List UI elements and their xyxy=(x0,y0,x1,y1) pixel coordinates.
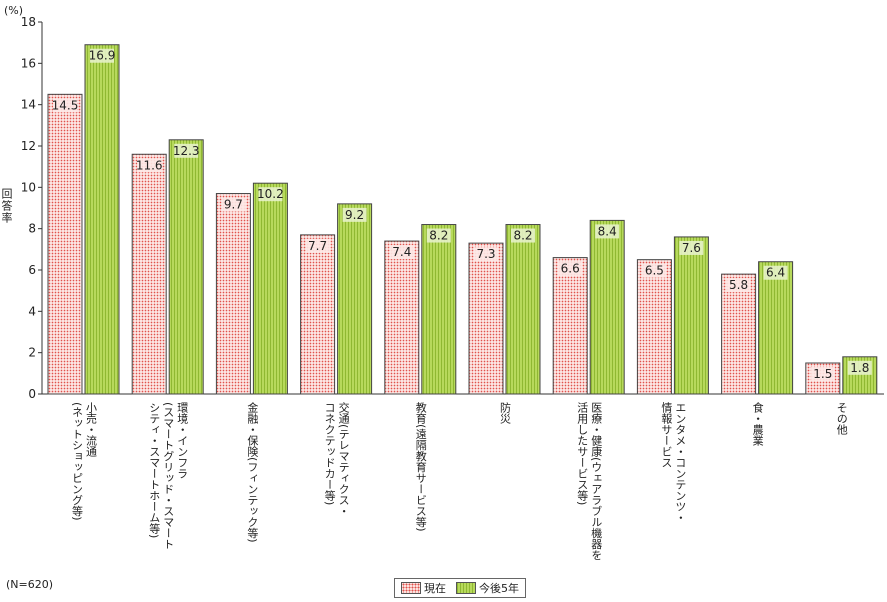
value-label-bg xyxy=(389,245,414,260)
value-label: 10.2 xyxy=(257,187,284,201)
value-label-bg xyxy=(763,265,788,280)
bars xyxy=(47,44,878,395)
legend-label-future: 今後5年 xyxy=(479,582,519,595)
legend-item-now: 現在 xyxy=(401,580,446,596)
y-tick-label: 4 xyxy=(28,304,36,318)
value-label-bg xyxy=(342,207,367,222)
bar-now xyxy=(131,153,167,395)
bar-now xyxy=(384,240,420,395)
bar-future xyxy=(337,203,373,395)
category-label: その他 xyxy=(835,402,849,435)
value-label: 8.4 xyxy=(598,224,617,238)
y-tick-label: 6 xyxy=(28,263,36,277)
value-label-bg xyxy=(726,278,751,293)
bar-future xyxy=(252,182,288,395)
value-label: 1.5 xyxy=(813,367,832,381)
bar-future xyxy=(758,261,794,395)
value-label: 6.6 xyxy=(561,262,580,276)
sample-size-note: (N=620) xyxy=(6,578,54,591)
legend-item-future: 今後5年 xyxy=(456,580,519,596)
y-tick-label: 8 xyxy=(28,222,36,236)
value-label: 8.2 xyxy=(429,229,448,243)
y-tick-label: 14 xyxy=(21,98,36,112)
value-label-bg xyxy=(137,158,162,173)
value-label-bg xyxy=(511,228,535,243)
value-label-bg xyxy=(174,143,199,158)
bar-now xyxy=(300,234,336,395)
category-label: 金融・保険(フィンテック等) xyxy=(245,402,259,543)
category-label: 教育(遠隔教育サービス等) xyxy=(414,402,428,532)
value-label-bg xyxy=(305,238,330,253)
bar-now xyxy=(552,257,588,395)
value-label: 11.6 xyxy=(136,158,163,172)
value-label: 5.8 xyxy=(729,278,748,292)
value-label-bg xyxy=(53,98,77,113)
y-tick-label: 0 xyxy=(28,387,36,401)
bar-future xyxy=(421,224,457,395)
bar-now xyxy=(636,259,672,395)
value-label: 7.3 xyxy=(476,247,495,261)
value-label-bg xyxy=(558,261,583,276)
value-label: 7.4 xyxy=(392,245,411,259)
category-label: 環境・インフラ (スマートグリッド・スマート シティ・スマートホーム等) xyxy=(147,402,189,550)
y-tick-label: 16 xyxy=(21,56,36,70)
legend-swatch-future xyxy=(456,582,476,594)
bar-future xyxy=(84,44,120,395)
value-label: 12.3 xyxy=(173,144,200,158)
bar-future xyxy=(168,139,204,395)
value-label-bg xyxy=(426,228,451,243)
value-label: 14.5 xyxy=(52,98,79,112)
category-label: 医療・健康(ウェアラブル機器を 活用したサービス等) xyxy=(575,402,603,561)
legend: 現在 今後5年 xyxy=(394,578,526,598)
legend-label-now: 現在 xyxy=(424,582,446,595)
bar-now xyxy=(721,273,757,395)
bar-future xyxy=(589,219,625,395)
bar-now xyxy=(47,93,83,395)
value-labels: 14.5 16.9 11.6 12.3 9.7 10.2 7.7 9.2 7.4 8.2 7.3 8.… xyxy=(52,48,872,381)
y-tick-label: 12 xyxy=(21,139,36,153)
y-tick-label: 2 xyxy=(28,346,36,360)
value-label-bg xyxy=(679,240,704,255)
value-label: 7.6 xyxy=(682,241,701,255)
value-label: 9.2 xyxy=(345,208,364,222)
y-tick-label: 10 xyxy=(21,180,36,194)
value-label-bg xyxy=(642,263,667,278)
value-label-bg xyxy=(595,224,620,239)
y-axis-label: 回答率 xyxy=(0,188,13,224)
category-label: 防災 xyxy=(498,402,512,424)
category-label: エンタメ・コンテンツ・ 情報サービス xyxy=(659,402,687,523)
value-label: 9.7 xyxy=(224,198,243,212)
category-label: 食・農業 xyxy=(751,402,765,446)
value-label-bg xyxy=(474,247,498,262)
value-label: 1.8 xyxy=(850,361,869,375)
value-label: 6.4 xyxy=(766,266,785,280)
bar-future xyxy=(673,236,709,395)
value-label-bg xyxy=(847,360,872,375)
value-label: 7.7 xyxy=(308,239,327,253)
category-label: 交通(テレマティクス・ コネクテッドカー等) xyxy=(323,402,351,517)
value-label: 16.9 xyxy=(89,49,116,63)
category-label: 小売・流通 (ネットショッピング等) xyxy=(70,402,98,521)
value-label: 8.2 xyxy=(513,229,532,243)
value-label-bg xyxy=(90,48,114,63)
value-label-bg xyxy=(258,187,283,202)
bar-future xyxy=(505,224,541,395)
bar-now xyxy=(215,193,251,395)
unit-label: (%) xyxy=(4,4,24,17)
value-label: 6.5 xyxy=(645,264,664,278)
legend-swatch-now xyxy=(401,582,421,594)
y-tick-label: 18 xyxy=(21,15,36,29)
value-label-bg xyxy=(221,197,246,212)
bar-now xyxy=(468,242,504,395)
value-label-bg xyxy=(810,367,835,381)
